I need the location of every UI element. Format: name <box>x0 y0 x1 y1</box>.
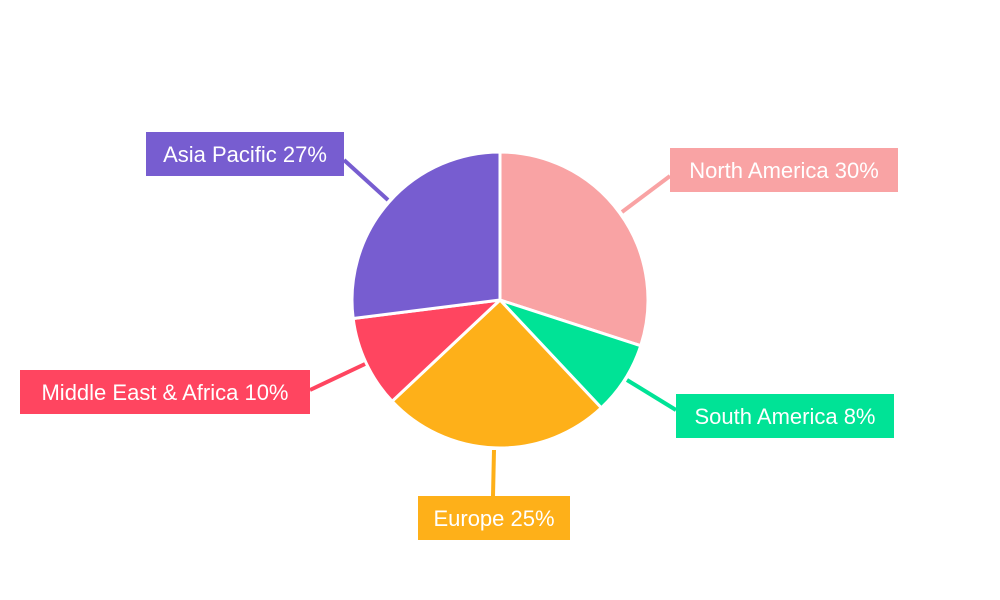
label-connector <box>309 362 366 392</box>
pie-slice-europe[interactable] <box>390 298 603 450</box>
label-text: North America 30% <box>689 158 879 183</box>
label-connector <box>625 378 678 412</box>
label-text: Middle East & Africa 10% <box>41 380 288 405</box>
label-text: Europe 25% <box>433 506 554 531</box>
label-text: South America 8% <box>695 404 876 429</box>
slice-label-europe: Europe 25% <box>418 496 570 540</box>
label-connector <box>491 449 496 497</box>
slice-label-south-america: South America 8% <box>676 394 894 438</box>
label-background <box>676 394 894 438</box>
label-connector <box>342 158 390 202</box>
label-background <box>20 370 310 414</box>
slice-label-north-america: North America 30% <box>670 148 898 192</box>
slice-label-middle-east-africa: Middle East & Africa 10% <box>20 370 310 414</box>
pie-slice-asia-pacific[interactable] <box>350 150 502 321</box>
label-connector <box>620 174 672 214</box>
pie-slice-north-america[interactable] <box>498 150 650 348</box>
label-background <box>670 148 898 192</box>
pie-slice-middle-east-africa[interactable] <box>351 298 502 403</box>
label-background <box>418 496 570 540</box>
label-text: Asia Pacific 27% <box>163 142 327 167</box>
slice-label-asia-pacific: Asia Pacific 27% <box>146 132 344 176</box>
label-background <box>146 132 344 176</box>
